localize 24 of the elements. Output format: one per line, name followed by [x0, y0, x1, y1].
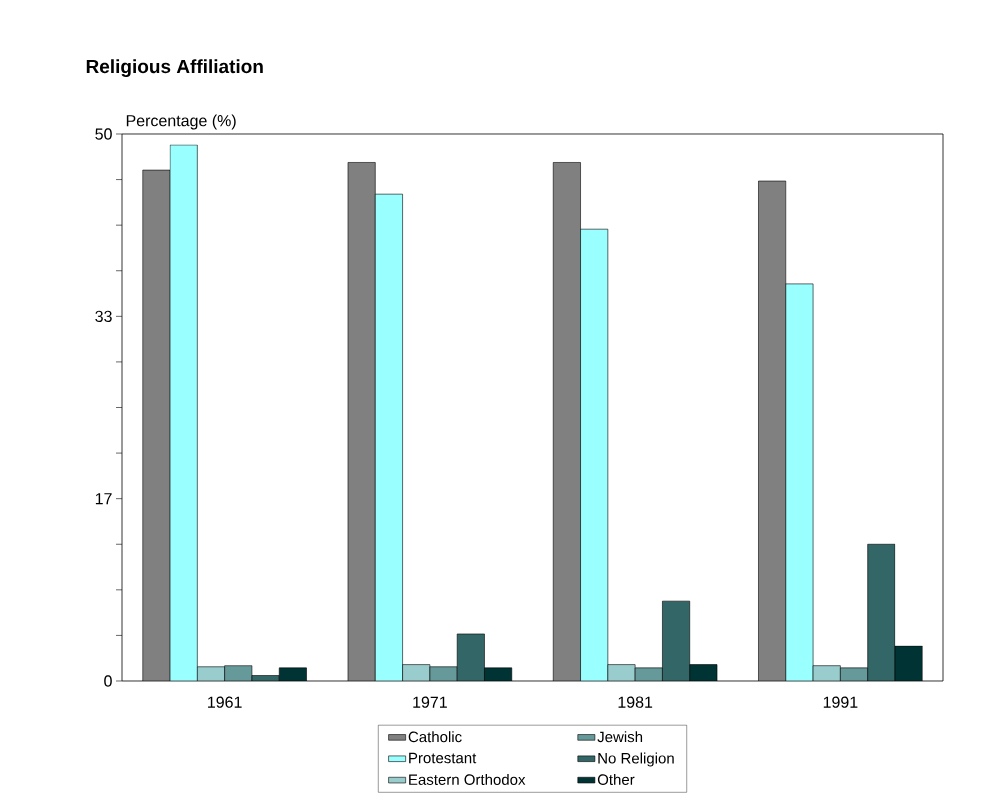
legend-label: Protestant [409, 752, 477, 764]
chart-title: Religious Affiliation [86, 59, 263, 78]
y-tick-label: 17 [95, 493, 112, 505]
bar [894, 645, 923, 681]
y-tick-label: 0 [104, 675, 112, 687]
legend-label: No Religion [598, 752, 674, 767]
legend-label: Eastern Orthodox [409, 773, 526, 785]
bar [662, 600, 691, 681]
legend-label: Catholic [408, 731, 462, 743]
bar [552, 162, 581, 681]
bar [347, 162, 376, 681]
y-tick-label: 33 [95, 310, 112, 322]
x-tick-label: 1981 [618, 696, 653, 708]
bar [758, 180, 787, 681]
x-tick-label: 1991 [823, 696, 858, 708]
bar [456, 633, 485, 681]
bar [867, 543, 896, 681]
y-axis-title: Percentage (%) [126, 114, 236, 130]
legend-label: Jewish [597, 731, 643, 743]
x-tick-label: 1971 [413, 696, 447, 708]
y-tick-label: 50 [95, 128, 112, 140]
bar [142, 169, 171, 681]
legend-label: Other [597, 773, 635, 785]
x-tick-label: 1961 [208, 696, 242, 708]
